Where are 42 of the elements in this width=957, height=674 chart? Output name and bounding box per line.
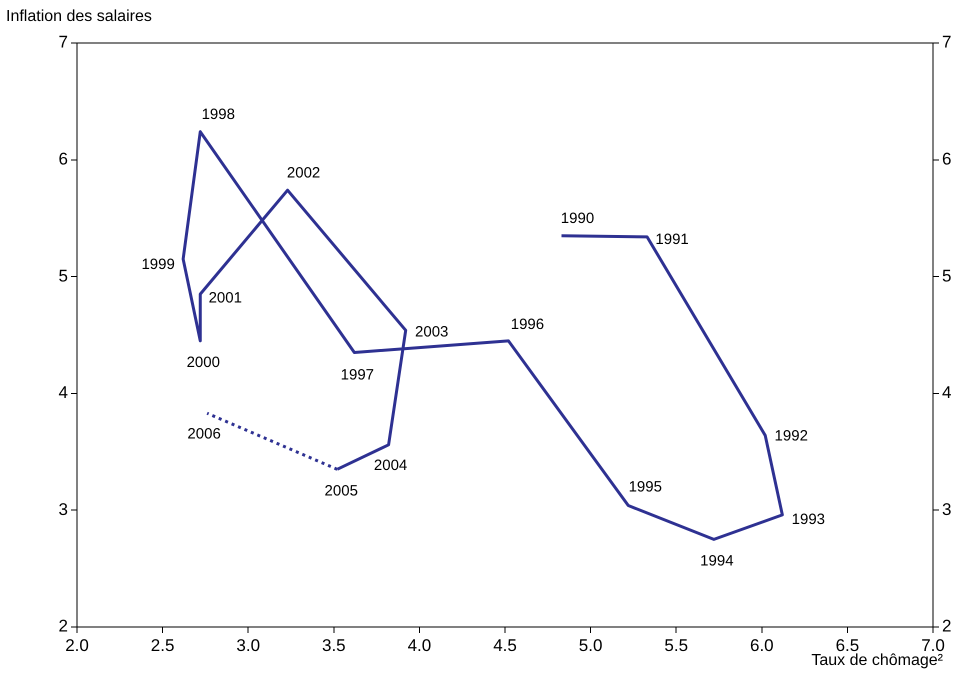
y2-tick-label: 4 (942, 383, 952, 402)
y-tick-label: 6 (58, 149, 68, 168)
x-tick-label: 3.5 (322, 636, 346, 655)
y-tick-label: 4 (58, 383, 68, 402)
y2-tick-label: 3 (942, 500, 952, 519)
x-tick-label: 5.0 (578, 636, 602, 655)
annotation: 1998 (202, 106, 235, 123)
annotation: 1991 (655, 231, 689, 248)
annotation: 1994 (700, 552, 734, 570)
annotation: 2005 (324, 482, 358, 500)
annotation: 2002 (286, 164, 320, 182)
x-tick-label: 7.0 (921, 636, 945, 655)
annotation: 2001 (208, 289, 242, 306)
y-axis-title: Inflation des salaires (6, 8, 152, 26)
x-tick-label: 6.0 (750, 636, 774, 655)
annotation: 1993 (792, 511, 826, 528)
y2-tick-label: 6 (942, 149, 952, 168)
x-tick-label: 5.5 (664, 636, 688, 655)
y-tick-label: 3 (58, 500, 68, 519)
x-tick-label: 6.5 (836, 636, 860, 655)
annotation: 2006 (187, 425, 221, 442)
annotation: 2000 (186, 354, 220, 371)
annotation: 1992 (774, 428, 808, 445)
y-tick-label: 2 (58, 616, 68, 636)
annotation: 1990 (560, 210, 594, 227)
annotation: 1999 (141, 256, 175, 274)
y-tick-label: 7 (58, 32, 68, 52)
x-axis-title: Taux de chômage² (811, 652, 943, 670)
x-tick-label: 2.0 (65, 636, 89, 655)
annotation: 1997 (340, 366, 374, 384)
annotation: 1996 (510, 316, 544, 333)
x-tick-label: 4.5 (493, 636, 517, 655)
x-tick-label: 4.0 (408, 636, 432, 655)
x-tick-label: 3.0 (236, 636, 260, 655)
annotation: 2004 (374, 456, 408, 474)
annotation: 1995 (628, 478, 662, 496)
annotation: 2003 (415, 323, 448, 340)
x-tick-label: 2.5 (150, 636, 174, 655)
y2-tick-label: 7 (942, 32, 952, 52)
y2-tick-label: 5 (942, 266, 952, 286)
y2-tick-label: 2 (942, 616, 952, 636)
y-tick-label: 5 (58, 266, 68, 286)
